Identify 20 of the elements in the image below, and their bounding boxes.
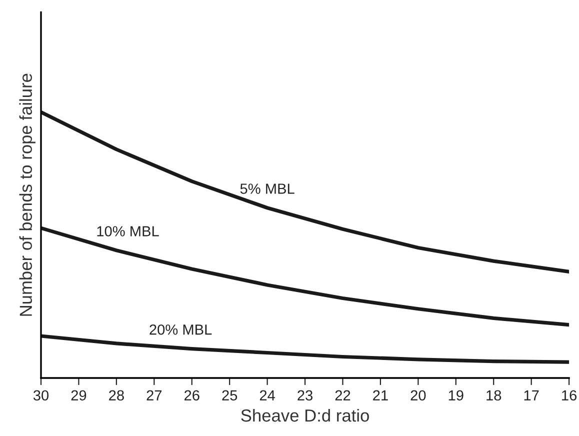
x-tick-label: 25	[222, 390, 238, 401]
x-tick-label: 16	[562, 390, 577, 401]
series-label: 10% MBL	[97, 226, 159, 236]
x-tick-label: 18	[486, 390, 502, 401]
x-tick-label: 28	[109, 390, 124, 401]
x-tick-label: 30	[33, 390, 49, 401]
x-tick-label: 21	[373, 390, 388, 400]
x-tick-label: 23	[298, 390, 312, 401]
series-label: 5% MBL	[240, 184, 294, 194]
x-tick-label: 17	[524, 390, 539, 400]
x-tick-label: 27	[146, 390, 162, 400]
x-tick-label: 22	[335, 390, 350, 400]
x-tick-label: 20	[410, 390, 426, 401]
series-label: 20% MBL	[150, 324, 212, 335]
x-tick-label: 26	[184, 390, 200, 401]
x-tick-label: 29	[71, 390, 86, 401]
x-axis-title: Sheave D:d ratio	[241, 408, 369, 422]
x-tick-label: 24	[260, 390, 275, 400]
x-tick-label: 19	[448, 390, 464, 401]
y-axis-title: Number of bends to rope failure	[19, 74, 36, 316]
